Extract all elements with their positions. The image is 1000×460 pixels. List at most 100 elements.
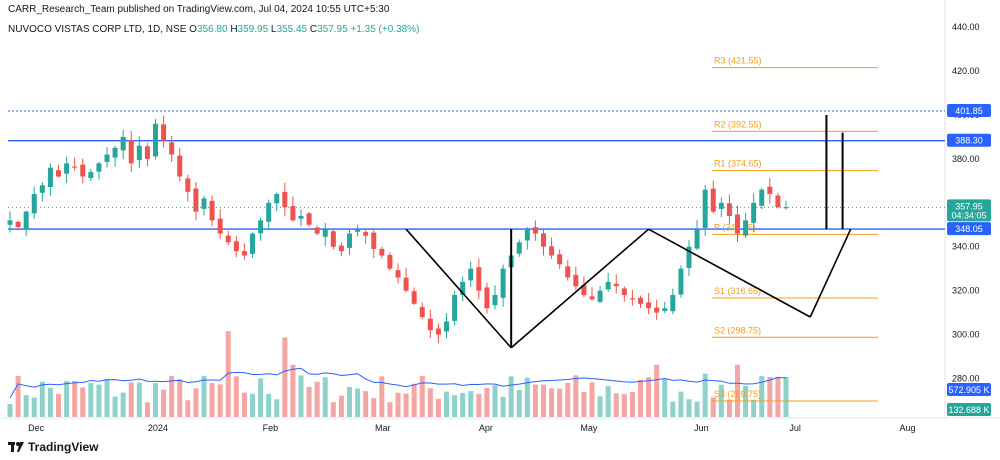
volume-bar bbox=[468, 391, 474, 417]
volume-bar bbox=[258, 378, 264, 417]
volume-bar bbox=[484, 387, 490, 417]
pattern-trendline bbox=[510, 228, 650, 349]
candle-body bbox=[735, 214, 740, 234]
volume-bar bbox=[347, 386, 352, 417]
volume-badge bbox=[947, 383, 991, 396]
volume-bar bbox=[549, 388, 555, 417]
candle-body bbox=[120, 136, 126, 151]
candle-body bbox=[363, 232, 369, 236]
pivot-level-label: R1 (374.65) bbox=[714, 159, 762, 169]
pivot-level-label: R3 (421.55) bbox=[714, 56, 762, 66]
pattern-trendline bbox=[648, 228, 811, 318]
candle-body bbox=[379, 248, 385, 256]
candle-body bbox=[783, 207, 789, 209]
candle-body bbox=[589, 296, 595, 300]
volume-bar bbox=[209, 382, 215, 417]
volume-bar bbox=[104, 379, 110, 417]
candle-body bbox=[128, 140, 134, 164]
volume-bar bbox=[387, 402, 393, 417]
candle-body bbox=[298, 216, 304, 219]
candle-body bbox=[500, 268, 506, 298]
volume-bar bbox=[646, 377, 652, 417]
pivot-level-label: S3 (269.75) bbox=[714, 389, 761, 399]
candle-body bbox=[185, 178, 191, 192]
candle-body bbox=[702, 189, 708, 228]
candle-body bbox=[759, 189, 765, 206]
candle-body bbox=[112, 147, 118, 158]
volume-bar bbox=[185, 400, 191, 417]
candle-body bbox=[662, 308, 668, 312]
tradingview-logo-icon bbox=[8, 442, 24, 452]
volume-bar bbox=[193, 388, 199, 417]
symbol-ohlc-line: NUVOCO VISTAS CORP LTD, 1D, NSE O356.80 … bbox=[8, 24, 419, 35]
volume-bar bbox=[31, 397, 37, 417]
candle-body bbox=[282, 191, 288, 208]
candle-body bbox=[775, 195, 781, 208]
symbol-name: NUVOCO VISTAS CORP LTD, 1D, NSE bbox=[8, 24, 187, 35]
volume-bar bbox=[751, 399, 757, 417]
volume-bar bbox=[80, 387, 86, 417]
volume-bar bbox=[128, 382, 134, 417]
x-tick-label: May bbox=[580, 423, 598, 433]
candle-body bbox=[233, 241, 239, 252]
volume-bar bbox=[629, 392, 635, 417]
volume-bar bbox=[678, 391, 684, 417]
candle-body bbox=[169, 142, 175, 155]
volume-bar bbox=[153, 383, 158, 417]
pivot-level-label: S2 (298.75) bbox=[714, 325, 761, 335]
volume-bar bbox=[702, 373, 708, 417]
candle-body bbox=[444, 321, 449, 332]
y-tick-label: 340.00 bbox=[952, 242, 980, 252]
volume-bar bbox=[177, 379, 183, 417]
candle-body bbox=[330, 231, 336, 247]
candle-body bbox=[403, 277, 409, 291]
candle-body bbox=[710, 188, 716, 212]
candle-body bbox=[258, 220, 264, 234]
candle-body bbox=[670, 295, 676, 312]
candle-body bbox=[177, 155, 183, 177]
key-level-value: 388.30 bbox=[955, 136, 983, 146]
candle-body bbox=[31, 194, 37, 214]
volume-bar bbox=[201, 375, 207, 417]
candle-body bbox=[338, 245, 344, 252]
volume-bar bbox=[735, 364, 740, 417]
volume-bar bbox=[379, 376, 385, 417]
volume-bar bbox=[120, 392, 126, 417]
volume-bar bbox=[532, 384, 538, 417]
x-tick-label: Jun bbox=[694, 423, 709, 433]
volume-bar bbox=[524, 377, 530, 417]
volume-bar bbox=[250, 393, 255, 417]
volume-bar bbox=[363, 391, 369, 417]
volume-bar bbox=[516, 390, 522, 417]
volume-bar bbox=[23, 395, 29, 417]
candle-body bbox=[322, 229, 328, 237]
publisher-text: CARR_Research_Team published on TradingV… bbox=[8, 4, 390, 15]
x-tick-label: Apr bbox=[479, 423, 493, 433]
key-level-value: 401.85 bbox=[955, 106, 983, 116]
candle-body bbox=[541, 233, 546, 247]
x-tick-label: Aug bbox=[900, 423, 916, 433]
volume-bar bbox=[767, 377, 773, 417]
candle-body bbox=[39, 185, 45, 193]
candle-body bbox=[72, 166, 78, 168]
candle-body bbox=[387, 254, 393, 269]
volume-bar bbox=[355, 388, 361, 417]
y-tick-label: 300.00 bbox=[952, 330, 980, 340]
candle-body bbox=[638, 297, 643, 304]
candle-body bbox=[597, 290, 603, 302]
candle-body bbox=[395, 270, 401, 278]
candle-body bbox=[47, 167, 53, 188]
volume-bar bbox=[7, 403, 13, 417]
volume-bar bbox=[112, 396, 118, 417]
x-tick-label: 2024 bbox=[148, 423, 168, 433]
candle-body bbox=[621, 288, 627, 296]
y-tick-label: 320.00 bbox=[952, 286, 980, 296]
pivot-level-label: R2 (392.55) bbox=[714, 119, 762, 129]
tradingview-brand[interactable]: TradingView bbox=[28, 440, 99, 454]
candle-body bbox=[581, 285, 587, 296]
volume-bar bbox=[452, 395, 458, 417]
volume-bar bbox=[435, 398, 441, 417]
candle-body bbox=[468, 268, 474, 281]
volume-badge-value: 132.688 K bbox=[948, 405, 989, 415]
